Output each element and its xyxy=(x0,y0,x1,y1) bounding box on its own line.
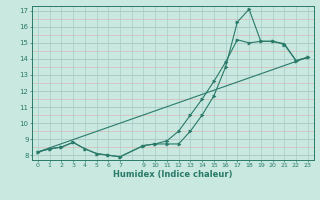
X-axis label: Humidex (Indice chaleur): Humidex (Indice chaleur) xyxy=(113,170,233,179)
